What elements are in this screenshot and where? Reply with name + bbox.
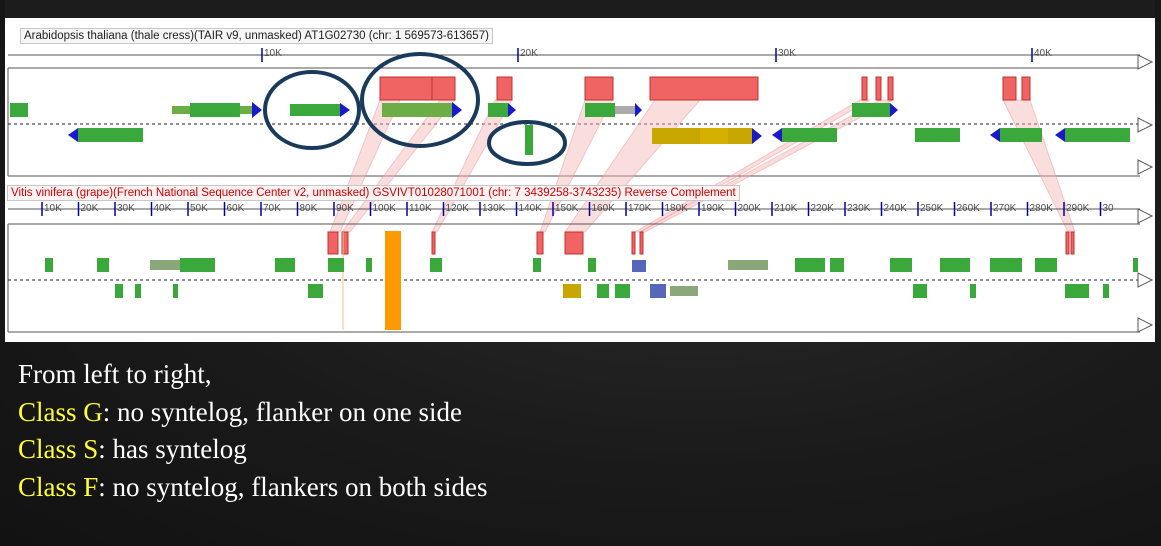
highlighted-gene-bar	[385, 231, 401, 330]
class-description: : no syntelog, flankers on both sides	[98, 471, 488, 502]
track1-frame	[7, 54, 1154, 177]
track2-ruler-label: 230K	[847, 203, 871, 214]
track2-ruler-label: 50K	[190, 203, 208, 214]
track1-genes-top	[10, 102, 898, 118]
track1-ruler	[261, 48, 1033, 62]
track2-syntenic-blocks	[327, 231, 1075, 255]
track2-ruler-label: 170K	[628, 203, 652, 214]
caption-intro: From left to right,	[18, 359, 212, 389]
track2-ruler-label: 160K	[591, 203, 615, 214]
track2-ruler-label: 210K	[774, 203, 798, 214]
class-label: Class F	[18, 471, 99, 502]
track2-ruler-label: 220K	[810, 203, 834, 214]
track2-ruler-label: 190K	[701, 203, 725, 214]
class-description: : has syntelog	[98, 434, 247, 464]
track2-ruler-label: 30K	[117, 203, 135, 214]
track2-ruler-label: 240K	[883, 203, 907, 214]
track1-ruler-label: 20K	[520, 48, 538, 59]
track2-ruler-label: 260K	[956, 203, 980, 214]
track1-syntenic-blocks	[379, 76, 1031, 101]
track2-ruler-label: 10K	[44, 203, 62, 214]
track2-ruler-label: 140K	[518, 203, 542, 214]
track1-ruler-label: 10K	[264, 48, 282, 59]
track2-ruler-label: 20K	[80, 203, 99, 214]
caption-line: Class F: no syntelog, flankers on both s…	[18, 469, 488, 507]
track2-frame	[7, 208, 1154, 333]
track2-title: Vitis vinifera (grape)(French National S…	[7, 185, 740, 201]
track2-ruler-label: 110K	[409, 203, 432, 214]
track2-ruler-label: 60K	[226, 203, 245, 214]
track2-ruler-label: 120K	[445, 203, 469, 214]
class-description: : no syntelog, flanker on one side	[102, 396, 462, 427]
track2-ruler-label: 280K	[1029, 203, 1053, 214]
track2-ruler-label: 180K	[664, 203, 688, 214]
class-label: Class S	[18, 434, 99, 464]
track2-ruler-label: 130K	[482, 203, 506, 214]
class-label: Class G	[18, 396, 103, 427]
track2-ruler-label: 150K	[555, 203, 579, 214]
track1-genes-bottom	[68, 125, 1130, 155]
track2-ruler-label: 30	[1102, 203, 1114, 214]
track1-ruler-label: 40K	[1034, 48, 1052, 59]
track2-ruler-label: 40K	[153, 203, 172, 214]
caption-line: Class S: has syntelog	[18, 431, 488, 469]
track2-ruler-label: 70K	[263, 203, 281, 214]
caption-line: Class G: no syntelog, flanker on one sid…	[18, 394, 488, 432]
track2-ruler-label: 290K	[1066, 203, 1090, 214]
track1-ruler-label: 30K	[778, 48, 796, 59]
track1-title: Arabidopsis thaliana (thale cress)(TAIR …	[20, 28, 493, 44]
track2-genes	[45, 258, 1138, 298]
track2-ruler-label: 90K	[336, 203, 354, 214]
track2-ruler-label: 200K	[737, 203, 761, 214]
track2-ruler-label: 100K	[372, 203, 396, 214]
track2-ruler	[41, 202, 1102, 216]
caption: From left to right, Class G: no syntelog…	[18, 356, 488, 506]
track2-ruler-label: 270K	[993, 203, 1017, 214]
track2-ruler-label: 250K	[920, 203, 944, 214]
highlight-circles	[263, 52, 567, 166]
track2-ruler-label: 80K	[299, 203, 318, 214]
